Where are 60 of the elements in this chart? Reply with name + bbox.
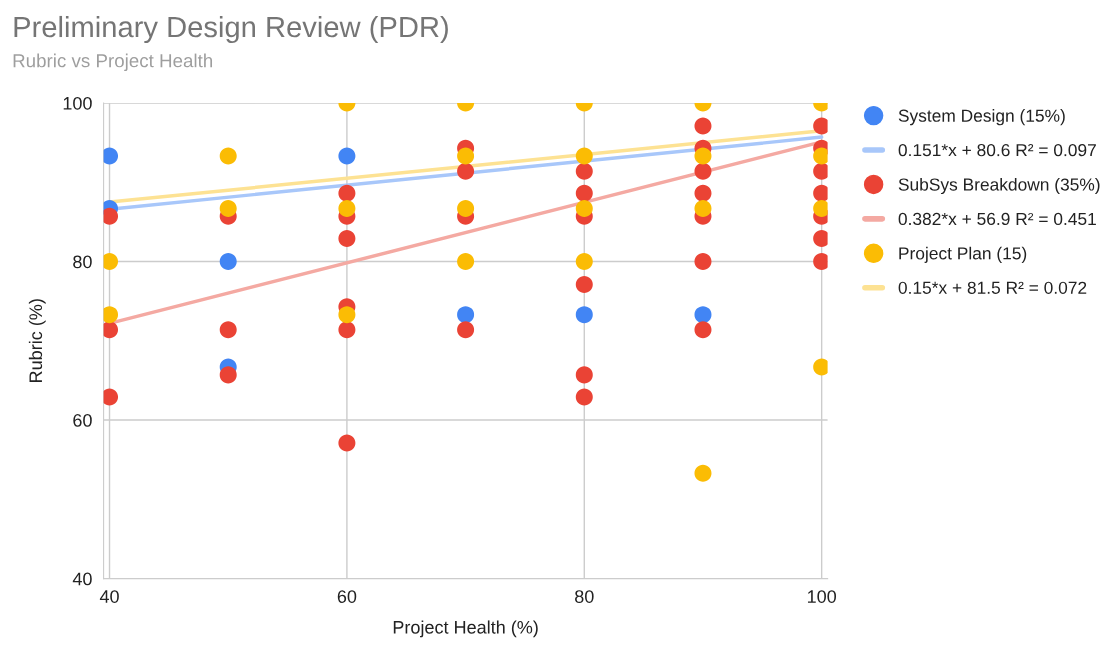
point [575,366,593,384]
point [219,147,237,165]
point [575,253,593,271]
point [694,253,712,271]
chart-subtitle: Rubric vs Project Health [13,53,213,72]
y-axis-title: Rubric (%) [28,299,46,382]
point [457,321,475,339]
point [457,199,475,217]
point [575,276,593,294]
point [575,147,593,165]
point [338,434,356,452]
point [694,199,712,217]
point [338,184,356,202]
point [457,253,475,271]
point [457,306,475,324]
point [219,366,237,384]
point [219,253,237,271]
point [694,306,712,324]
point [575,306,593,324]
point [103,388,119,406]
point [338,230,356,248]
point [694,184,712,202]
point [694,117,712,135]
point [457,162,475,180]
legend-label: 0.15*x + 81.5 R² = 0.072 [898,281,1087,294]
legend-label: 0.151*x + 80.6 R² = 0.097 [898,143,1096,157]
point [575,162,593,180]
y-tick-label: 80 [73,255,92,269]
point [338,199,356,217]
point [338,321,356,339]
x-tick-label: 40 [99,590,119,603]
chart-title: Preliminary Design Review (PDR) [14,15,448,44]
point [338,306,356,324]
point [219,199,237,217]
point [103,147,119,165]
point [457,147,475,165]
point [575,388,593,406]
point [103,253,119,271]
point [575,199,593,217]
x-tick-label: 80 [575,590,594,603]
x-tick-label: 60 [337,590,357,603]
y-tick-label: 60 [73,413,92,427]
y-tick-label: 40 [72,572,92,586]
point [694,162,712,180]
x-axis-title: Project Health (%) [393,620,538,638]
point [575,184,593,202]
y-tick-label: 100 [63,96,92,110]
point [694,321,712,339]
point [694,464,712,482]
legend-label: Project Plan (15) [899,246,1027,263]
point [103,321,119,339]
point [338,147,356,165]
legend-label: System Design (15%) [898,109,1065,126]
legend-label: 0.382*x + 56.9 R² = 0.451 [898,212,1096,226]
legend-label: SubSys Breakdown (35%) [898,177,1100,195]
point [103,207,119,225]
point [694,147,712,165]
point [219,321,237,339]
point [103,306,119,324]
x-tick-label: 100 [807,590,837,603]
